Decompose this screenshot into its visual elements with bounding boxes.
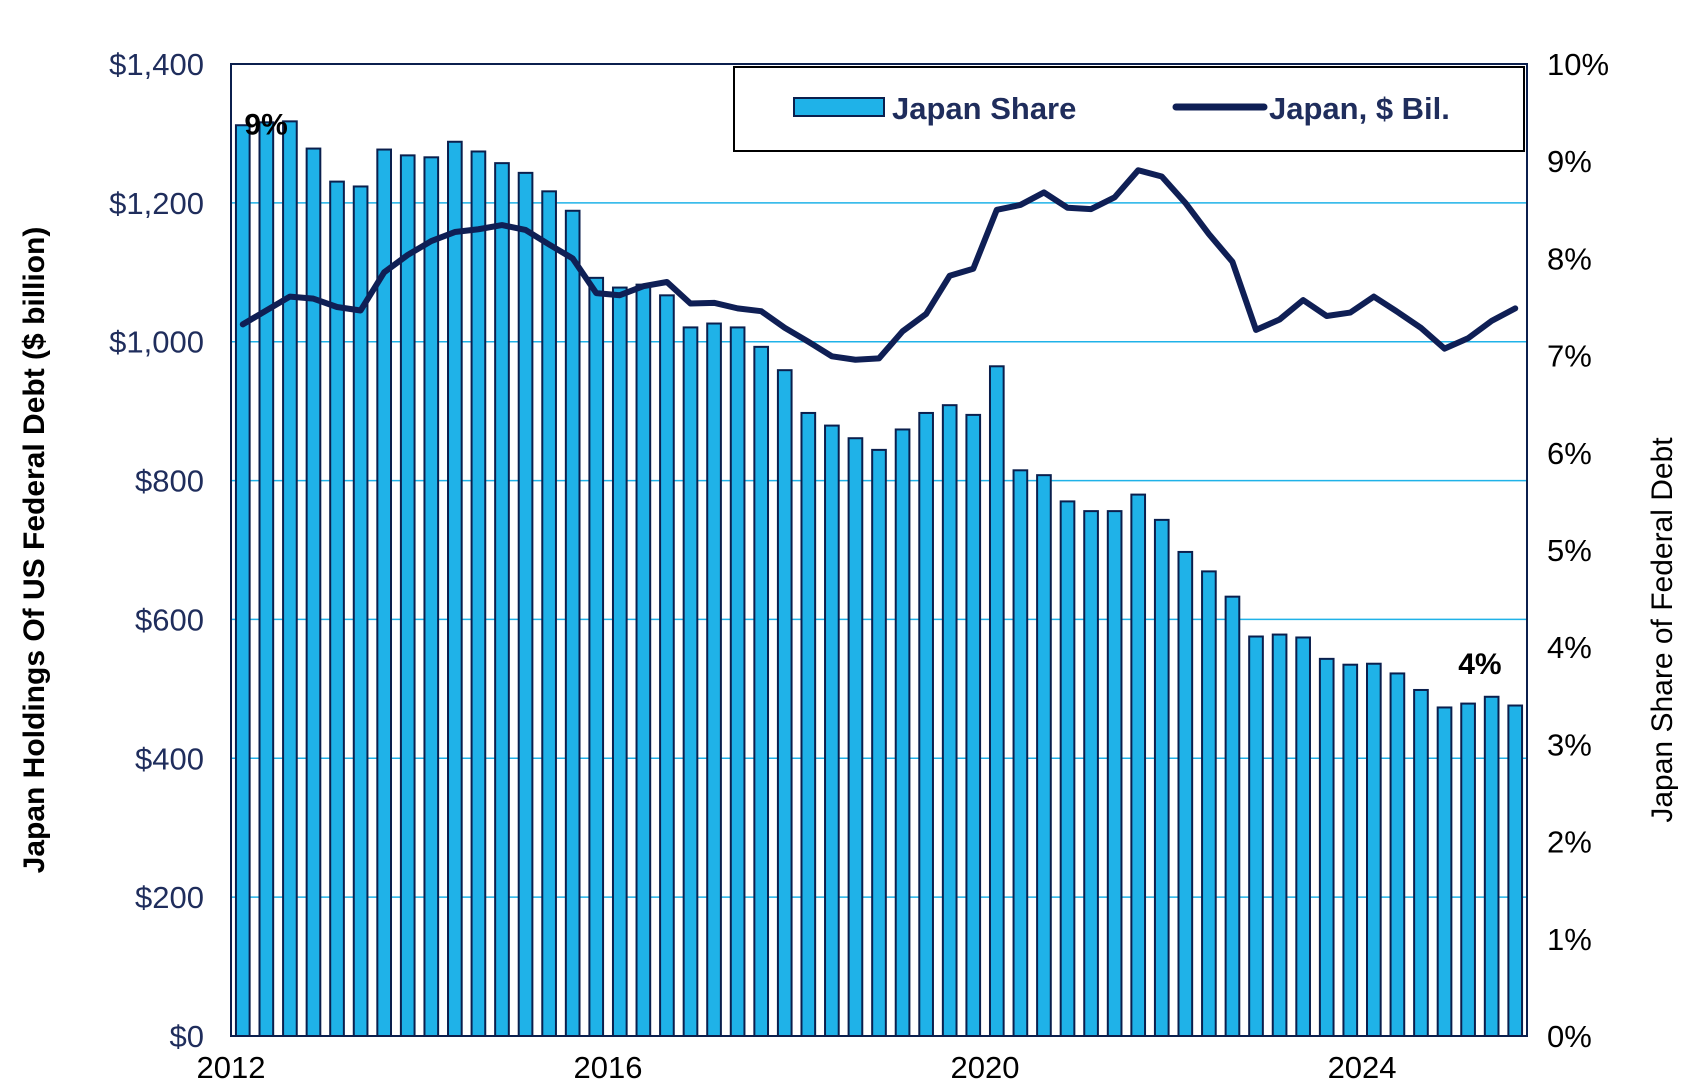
- bar: [470, 150, 487, 1038]
- bar: [611, 286, 628, 1037]
- right-tick-label: 0%: [1547, 1019, 1592, 1054]
- bar: [871, 448, 887, 1037]
- bar: [1389, 672, 1406, 1037]
- bar: [1106, 510, 1123, 1037]
- bar: [423, 156, 440, 1037]
- left-tick-label: $1,200: [109, 186, 204, 221]
- annotation-end-share: 4%: [1458, 648, 1501, 681]
- x-tick-label: 2020: [951, 1050, 1020, 1085]
- bar: [1130, 493, 1147, 1038]
- x-tick-label: 2016: [574, 1050, 643, 1085]
- bar-series-japan-share: [234, 120, 1524, 1038]
- legend-label-japan-share: Japan Share: [892, 91, 1076, 126]
- legend-label-japan-bil: Japan, $ Bil.: [1269, 91, 1450, 126]
- bar: [1483, 695, 1500, 1038]
- bar: [282, 120, 298, 1038]
- left-tick-label: $200: [135, 880, 204, 915]
- bar: [494, 162, 510, 1037]
- annotation-start-share: 9%: [244, 108, 287, 141]
- bar: [1436, 706, 1453, 1038]
- bar: [824, 424, 840, 1037]
- bar: [1201, 570, 1217, 1037]
- bar: [588, 276, 605, 1037]
- x-axis-ticks: 2012 2016 2020 2024: [197, 1050, 1397, 1085]
- bar: [1342, 663, 1359, 1037]
- bar: [1059, 500, 1076, 1037]
- bar: [1012, 469, 1029, 1037]
- right-tick-label: 4%: [1547, 630, 1592, 665]
- bar: [564, 209, 581, 1037]
- left-tick-label: $1,000: [109, 325, 204, 360]
- bar: [706, 322, 722, 1037]
- bar: [399, 154, 416, 1037]
- bar: [918, 411, 934, 1037]
- bar: [988, 365, 1005, 1038]
- right-tick-label: 1%: [1547, 922, 1592, 957]
- bar: [800, 411, 817, 1037]
- bar: [1318, 657, 1335, 1037]
- bar: [776, 369, 793, 1037]
- legend: Japan Share Japan, $ Bil.: [733, 66, 1525, 152]
- plot-area-border: [230, 63, 1528, 1037]
- bar: [1083, 510, 1099, 1037]
- bar: [1460, 702, 1476, 1038]
- left-axis-ticks: $0 $200 $400 $600 $800 $1,000 $1,200 $1,400: [109, 47, 204, 1054]
- legend-swatch-japan-share: [793, 97, 885, 117]
- bar: [1295, 636, 1311, 1037]
- x-tick-label: 2012: [197, 1050, 266, 1085]
- bar: [1248, 635, 1264, 1037]
- right-axis-ticks: 0% 1% 2% 3% 4% 5% 6% 7% 8% 9% 10%: [1547, 47, 1609, 1054]
- bar: [659, 294, 675, 1037]
- right-tick-label: 5%: [1547, 533, 1592, 568]
- x-tick-label: 2024: [1328, 1050, 1397, 1085]
- bar: [352, 185, 369, 1038]
- bar: [517, 171, 534, 1038]
- bar: [447, 140, 463, 1037]
- right-tick-label: 2%: [1547, 825, 1592, 860]
- left-tick-label: $0: [170, 1019, 204, 1054]
- bar: [305, 147, 322, 1037]
- bar: [1507, 704, 1524, 1038]
- bar: [1177, 550, 1194, 1037]
- left-tick-label: $1,400: [109, 47, 204, 82]
- bar: [1224, 595, 1241, 1037]
- bar: [965, 413, 982, 1037]
- bar: [682, 326, 699, 1038]
- left-axis-title: Japan Holdings Of US Federal Debt ($ bil…: [18, 227, 51, 874]
- bar: [847, 437, 864, 1038]
- left-tick-label: $800: [135, 464, 204, 499]
- bar: [258, 121, 275, 1037]
- right-tick-label: 3%: [1547, 727, 1592, 762]
- bar: [234, 124, 251, 1038]
- left-tick-label: $400: [135, 741, 204, 776]
- bar: [1366, 662, 1382, 1037]
- right-tick-label: 10%: [1547, 47, 1609, 82]
- right-axis-title: Japan Share of Federal Debt: [1646, 437, 1679, 823]
- bar: [1271, 633, 1288, 1037]
- right-tick-label: 7%: [1547, 339, 1592, 374]
- bar: [1413, 688, 1429, 1037]
- bar: [753, 345, 770, 1038]
- bar: [894, 428, 911, 1038]
- right-tick-label: 6%: [1547, 436, 1592, 471]
- bar: [541, 190, 557, 1037]
- bar: [729, 326, 746, 1038]
- right-tick-label: 9%: [1547, 144, 1592, 179]
- bar: [1036, 474, 1052, 1038]
- left-tick-label: $600: [135, 602, 204, 637]
- bar: [1153, 518, 1170, 1037]
- bar: [635, 283, 652, 1037]
- right-tick-label: 8%: [1547, 241, 1592, 276]
- line-series-japan-bil: [239, 167, 1519, 363]
- bar: [941, 404, 958, 1038]
